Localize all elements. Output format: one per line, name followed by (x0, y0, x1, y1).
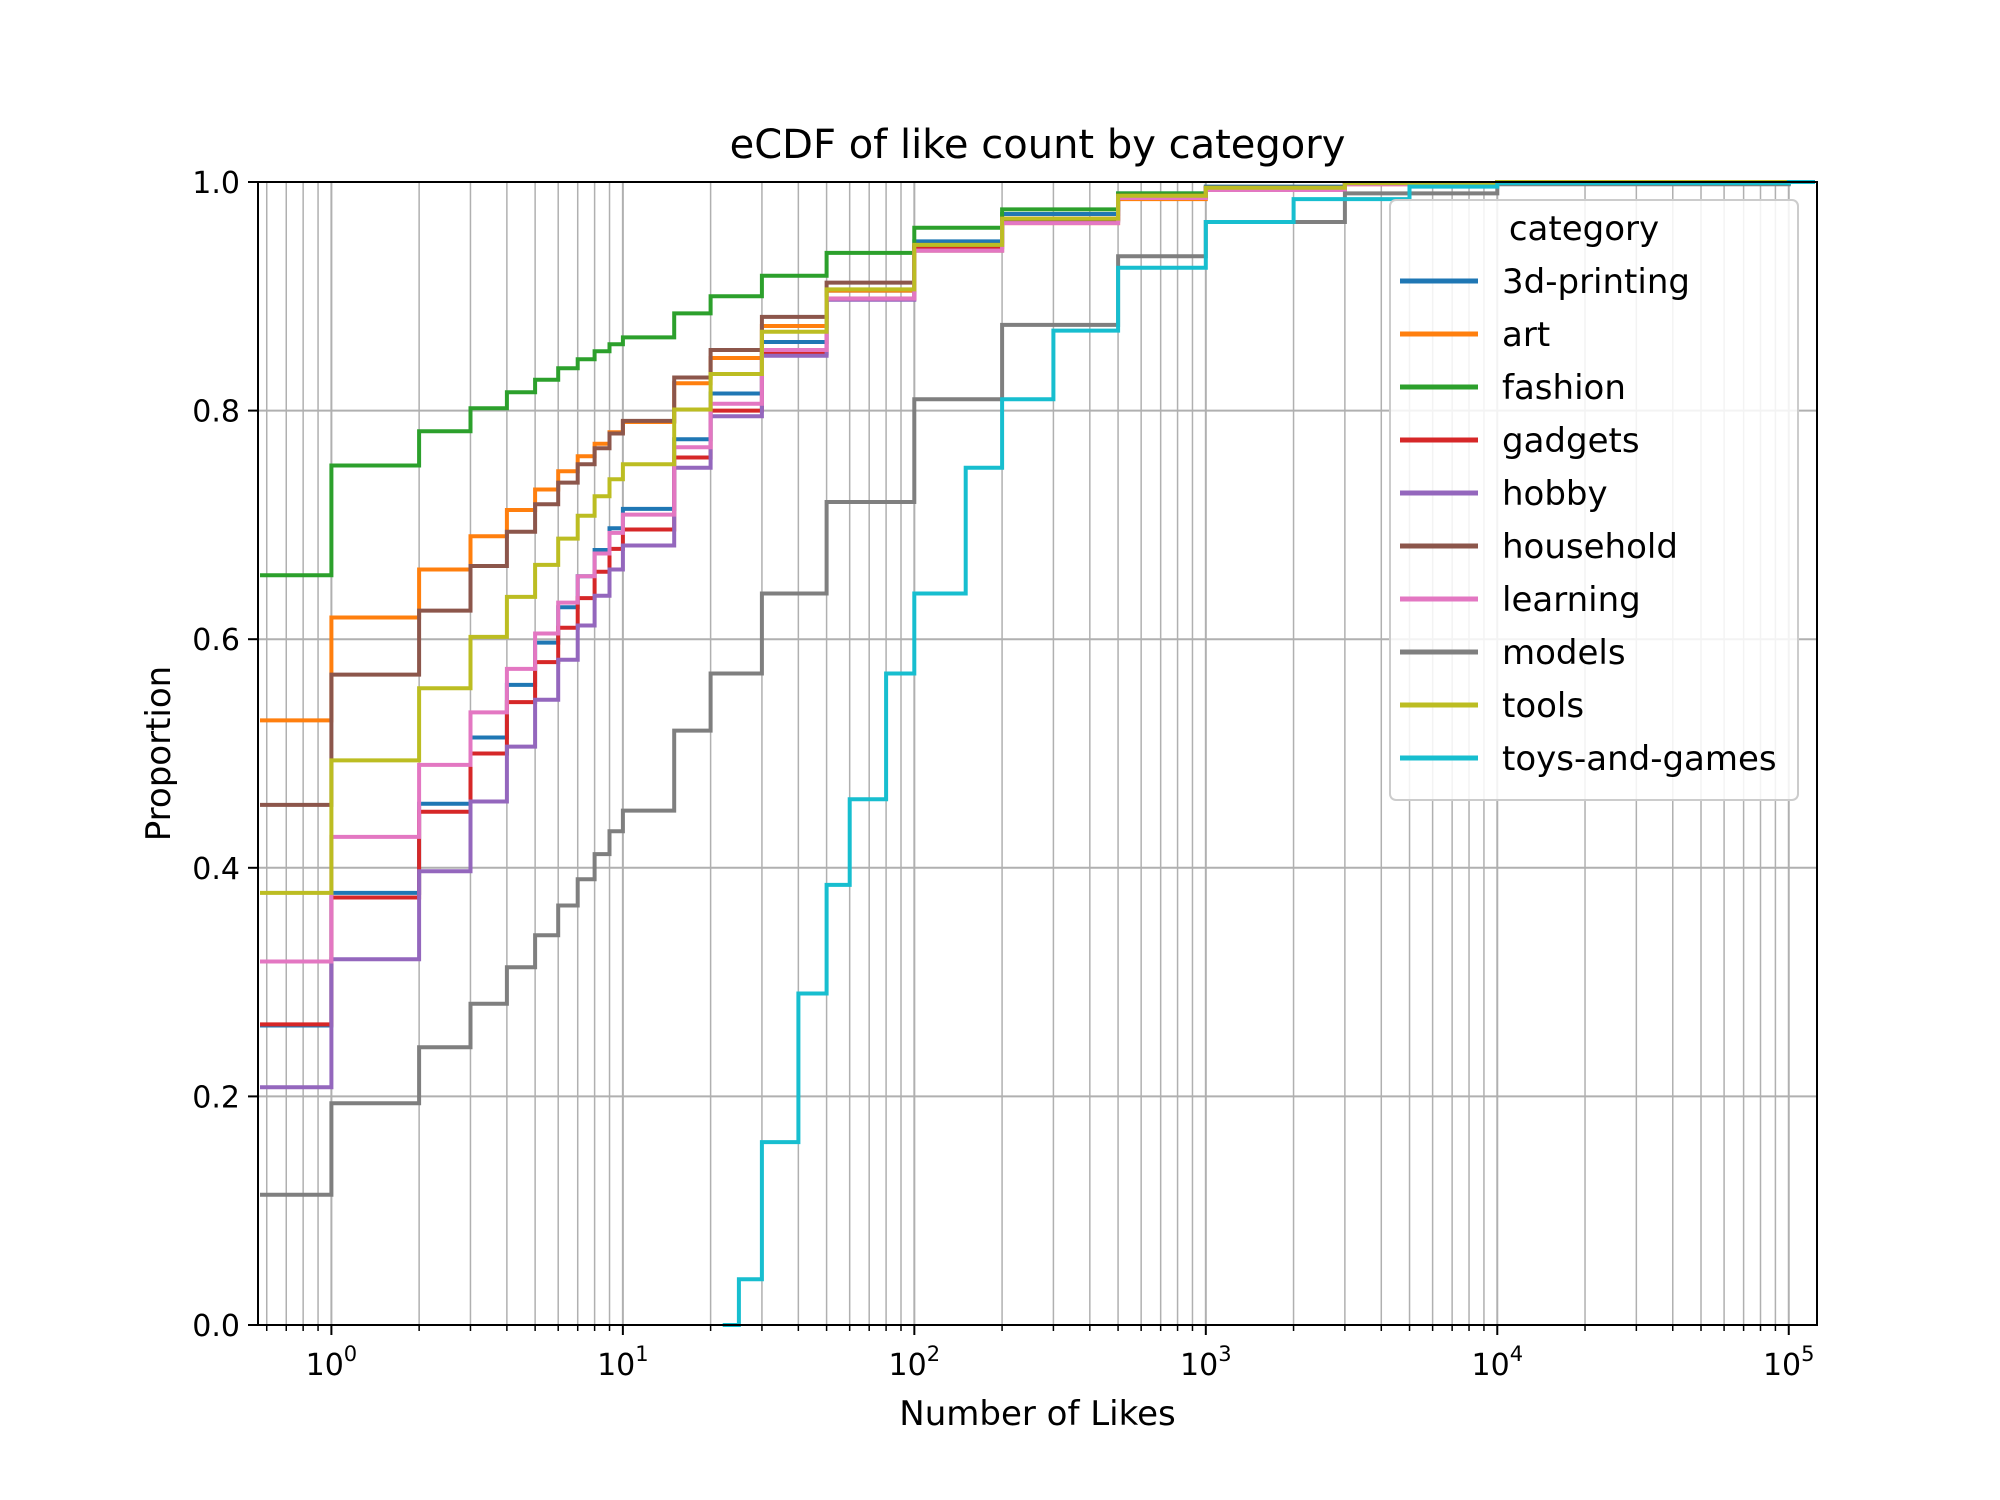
legend-entry-learning: learning (1502, 580, 1641, 620)
y-tick-label: 0.0 (192, 1309, 240, 1344)
y-tick-label: 0.4 (192, 852, 240, 887)
grid (258, 181, 1817, 1326)
x-tick-label: 100 (306, 1342, 358, 1383)
legend-box (1389, 199, 1799, 801)
legend-entry-tools: tools (1502, 686, 1584, 726)
legend-entry-hobby: hobby (1502, 474, 1608, 514)
legend-title: category (1509, 209, 1659, 249)
series-line-tools (260, 180, 1815, 895)
y-axis-label: Proportion (139, 666, 179, 841)
legend-entry-art: art (1502, 315, 1550, 355)
x-tick-label: 103 (1180, 1342, 1232, 1383)
legend-entry-3d-printing: 3d-printing (1502, 262, 1690, 302)
chart-title: eCDF of like count by category (730, 122, 1346, 168)
legend-entry-gadgets: gadgets (1502, 421, 1640, 461)
y-tick-label: 0.8 (192, 395, 240, 430)
legend-entry-toys-and-games: toys-and-games (1502, 739, 1777, 779)
plot-area-frame (257, 181, 1818, 1326)
legend: category 3d-printing art fashion gadgets hob… (1389, 199, 1799, 801)
legend-entry-models: models (1502, 633, 1626, 673)
series-line-learning (260, 180, 1815, 964)
y-tick-label: 0.6 (192, 623, 240, 658)
x-tick-label: 104 (1472, 1342, 1524, 1383)
y-tick-label: 0.2 (192, 1080, 240, 1115)
legend-entry-fashion: fashion (1502, 368, 1626, 408)
y-tick-label: 1.0 (192, 166, 240, 201)
x-tick-label: 101 (597, 1342, 649, 1383)
x-tick-label: 105 (1763, 1342, 1815, 1383)
series-line-toys-and-games (722, 180, 1815, 1327)
x-axis-label: Number of Likes (899, 1394, 1175, 1434)
legend-entry-household: household (1502, 527, 1678, 567)
x-tick-label: 102 (889, 1342, 941, 1383)
series-lines (260, 180, 1815, 1327)
axis-ticks: 100 101 102 103 104 105 0.0 0.2 0.4 0.6 0.8 1.0 (192, 166, 1814, 1383)
